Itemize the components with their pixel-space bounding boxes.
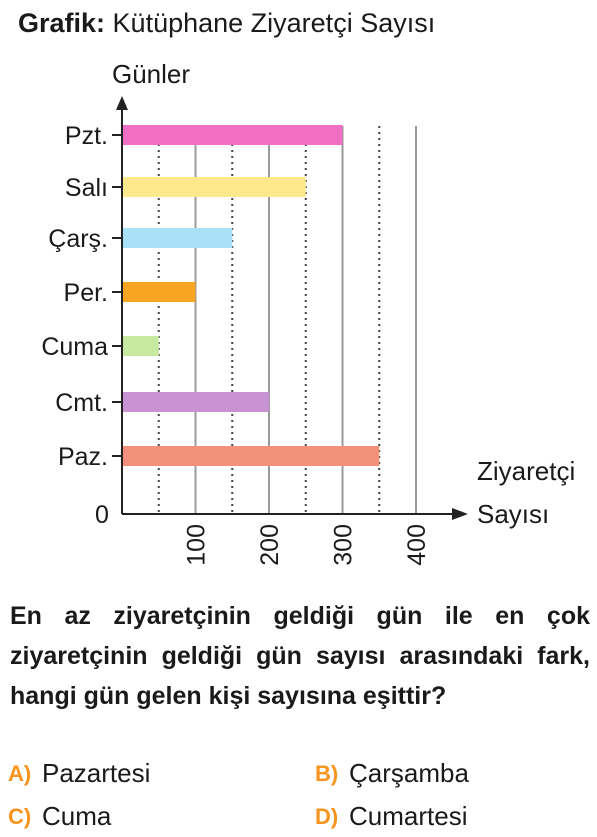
bar-3 xyxy=(122,228,233,248)
option-c-text: Cuma xyxy=(42,801,112,831)
option-c-letter: C) xyxy=(8,803,32,829)
category-label-4: Per. xyxy=(64,279,108,307)
x-axis-arrow xyxy=(452,508,468,520)
category-label-7: Paz. xyxy=(58,443,108,471)
x-tick-label-300: 300 xyxy=(330,524,358,566)
origin-label: 0 xyxy=(95,501,109,529)
bar-chart: Pzt. Salı Çarş. Per. Cuma Cmt. Paz. 100 200 300 40… xyxy=(41,59,575,566)
category-label-5: Cuma xyxy=(41,333,108,361)
category-label-1: Pzt. xyxy=(65,122,108,150)
bar-4 xyxy=(122,282,196,302)
option-c[interactable]: C) Cuma xyxy=(8,801,111,832)
option-d[interactable]: D) Cumartesi xyxy=(315,801,467,832)
bar-2 xyxy=(122,177,306,197)
y-axis-arrow xyxy=(116,96,128,110)
option-b-text: Çarşamba xyxy=(349,758,469,788)
bar-1 xyxy=(122,125,343,145)
bar-7 xyxy=(122,446,380,466)
chart-title-text: Kütüphane Ziyaretçi Sayısı xyxy=(112,8,436,38)
x-axis-label-line1: Ziyaretçi xyxy=(477,456,575,486)
category-label-6: Cmt. xyxy=(55,389,108,417)
x-tick-label-100: 100 xyxy=(183,524,211,566)
y-axis-label: Günler xyxy=(112,59,190,89)
category-label-2: Salı xyxy=(65,174,108,202)
chart-title: Grafik: Kütüphane Ziyaretçi Sayısı xyxy=(18,8,435,39)
question-text: En az ziyaretçinin geldiği gün ile en ço… xyxy=(10,602,590,710)
bar-5 xyxy=(122,336,159,356)
option-b[interactable]: B) Çarşamba xyxy=(315,758,469,789)
x-tick-label-200: 200 xyxy=(256,524,284,566)
option-d-letter: D) xyxy=(315,803,339,829)
bar-6 xyxy=(122,392,269,412)
option-b-letter: B) xyxy=(315,760,339,786)
option-a[interactable]: A) Pazartesi xyxy=(8,758,150,789)
chart-title-prefix: Grafik: xyxy=(18,8,106,38)
option-a-letter: A) xyxy=(8,760,32,786)
option-d-text: Cumartesi xyxy=(349,801,468,831)
x-axis-label-line2: Sayısı xyxy=(477,499,549,529)
category-label-3: Çarş. xyxy=(48,225,108,253)
option-a-text: Pazartesi xyxy=(42,758,151,788)
x-tick-label-400: 400 xyxy=(403,524,431,566)
